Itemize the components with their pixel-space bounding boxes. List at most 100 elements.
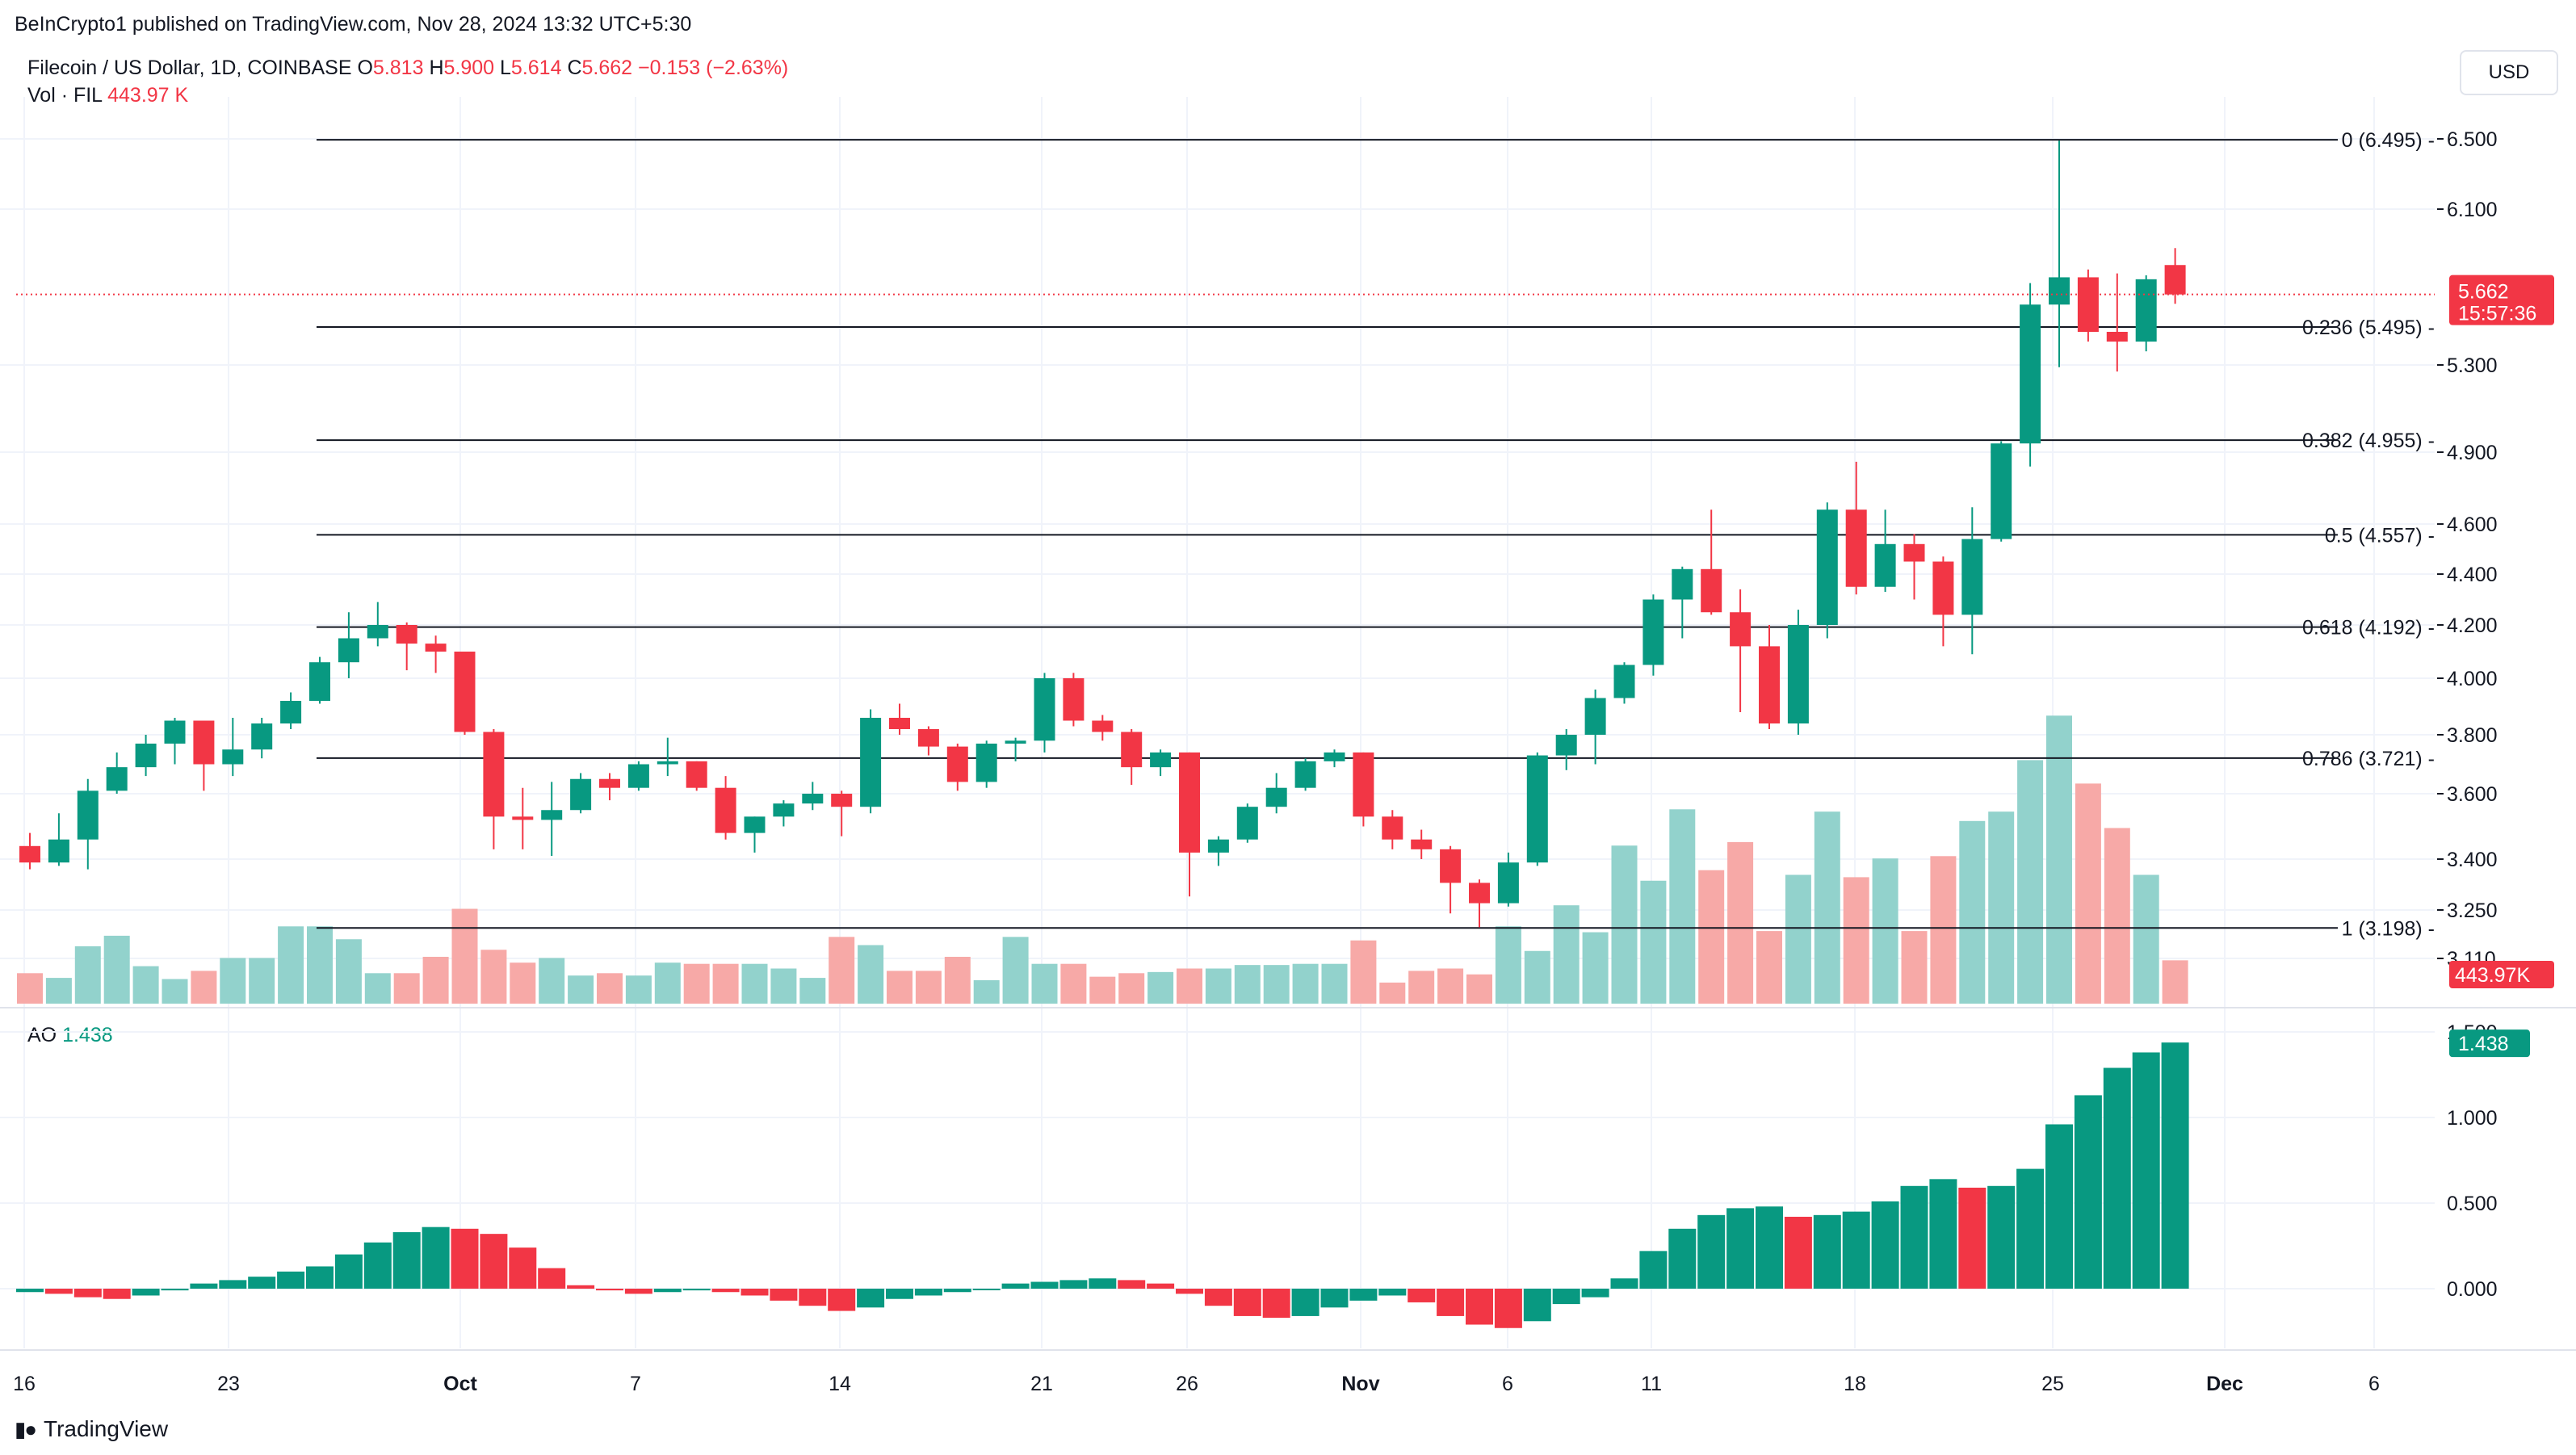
candle: [367, 602, 388, 647]
candle: [860, 709, 882, 814]
ao-bar: [190, 1283, 218, 1289]
ao-bar: [2045, 1124, 2073, 1289]
volume-tag-value: 443.97K: [2455, 964, 2530, 987]
ao-bar: [1001, 1283, 1030, 1289]
candle-body: [627, 764, 649, 788]
volume-bar: [654, 962, 681, 1004]
candle-body: [1034, 678, 1055, 741]
time-axis-label: 18: [1844, 1373, 1866, 1395]
ao-bar: [740, 1289, 769, 1296]
price-axis-label: 4.000: [2447, 668, 2498, 690]
time-axis-label: 6: [2368, 1373, 2380, 1395]
candle: [657, 737, 678, 777]
last-price-value: 5.662: [2458, 281, 2509, 304]
candle: [1382, 810, 1403, 849]
candle-body: [1179, 752, 1200, 853]
candle-body: [48, 839, 69, 863]
ao-bar: [799, 1289, 827, 1306]
ao-bar: [132, 1289, 160, 1296]
candle-body: [77, 790, 99, 840]
ao-bar: [1176, 1289, 1203, 1294]
volume-bar: [103, 935, 130, 1004]
candle: [1787, 610, 1809, 735]
ao-bar: [1871, 1201, 1899, 1289]
candle-body: [106, 767, 128, 791]
candle: [627, 761, 649, 791]
candle: [1179, 752, 1200, 897]
ao-bar: [1059, 1280, 1088, 1289]
ao-bar: [334, 1254, 363, 1289]
candle-body: [2049, 277, 2070, 305]
candle-body: [19, 845, 40, 863]
candle: [1063, 673, 1085, 727]
ao-bar: [1118, 1280, 1146, 1289]
symbol-legend: Filecoin / US Dollar, 1D, COINBASE O5.81…: [27, 57, 788, 80]
candle: [599, 773, 620, 801]
volume-bar: [393, 973, 420, 1004]
volume-bar: [132, 966, 159, 1004]
ao-bar: [653, 1289, 682, 1293]
volume-bar: [625, 975, 652, 1004]
ao-bar: [1147, 1283, 1175, 1289]
candle-body: [1845, 509, 1867, 587]
volume-bar: [944, 957, 971, 1004]
candle-body: [338, 638, 359, 663]
candle-body: [1932, 561, 1954, 615]
candle-body: [1411, 839, 1433, 849]
candle-body: [2020, 304, 2041, 444]
candle: [1526, 752, 1548, 866]
volume-bar: [1234, 965, 1261, 1004]
ao-bar: [451, 1228, 479, 1289]
fib-level-label: 0 (6.495) -: [2342, 129, 2435, 152]
candle: [1294, 758, 1316, 791]
candle: [135, 735, 157, 777]
ao-bar: [16, 1289, 44, 1293]
price-axis-label: 4.200: [2447, 614, 2498, 637]
tradingview-brand[interactable]: ▮● TradingView: [15, 1416, 168, 1442]
candle-body: [1150, 752, 1172, 768]
volume-bar: [1118, 973, 1145, 1004]
candle-body: [1613, 665, 1635, 698]
candle-body: [1497, 862, 1519, 904]
ao-bar: [2074, 1095, 2102, 1289]
candle-body: [1294, 761, 1316, 788]
candle-body: [1382, 816, 1403, 840]
ao-bar: [1668, 1228, 1697, 1289]
candle-body: [599, 778, 620, 788]
fib-level-label: 0.618 (4.192) -: [2302, 617, 2435, 639]
candle-body: [715, 787, 736, 833]
ao-bar: [1726, 1208, 1755, 1289]
volume-bar: [220, 958, 246, 1004]
price-axis-label: 6.500: [2447, 128, 2498, 151]
candle: [1005, 737, 1026, 761]
candle-body: [946, 746, 968, 782]
candle: [222, 718, 244, 777]
candle: [1961, 507, 1983, 655]
candle: [1643, 594, 1664, 676]
ao-bar: [1378, 1289, 1407, 1296]
volume-bar: [1147, 971, 1174, 1004]
currency-button[interactable]: USD: [2460, 50, 2558, 95]
candle: [425, 635, 447, 673]
ao-bar: [1089, 1278, 1117, 1289]
candle: [396, 622, 417, 671]
ao-bar: [1697, 1214, 1726, 1289]
price-axis-label: 3.250: [2447, 899, 2498, 922]
volume-legend[interactable]: Vol · FIL 443.97 K: [27, 84, 188, 107]
candle: [1845, 461, 1867, 595]
ao-legend[interactable]: AO 1.438: [27, 1024, 113, 1047]
candle-body: [1469, 883, 1490, 904]
ao-bar: [972, 1289, 1001, 1290]
candle: [1150, 749, 1172, 777]
symbol-name[interactable]: Filecoin / US Dollar, 1D, COINBASE: [27, 57, 352, 79]
candle-body: [1903, 543, 1925, 562]
time-axis-label: 26: [1176, 1373, 1198, 1395]
ao-bar: [914, 1289, 942, 1296]
candle-body: [541, 810, 563, 820]
candle-body: [802, 794, 824, 804]
ao-bar: [943, 1289, 971, 1293]
price-axis-label: 5.300: [2447, 354, 2498, 377]
ao-bar: [770, 1289, 798, 1301]
candle: [193, 720, 215, 791]
